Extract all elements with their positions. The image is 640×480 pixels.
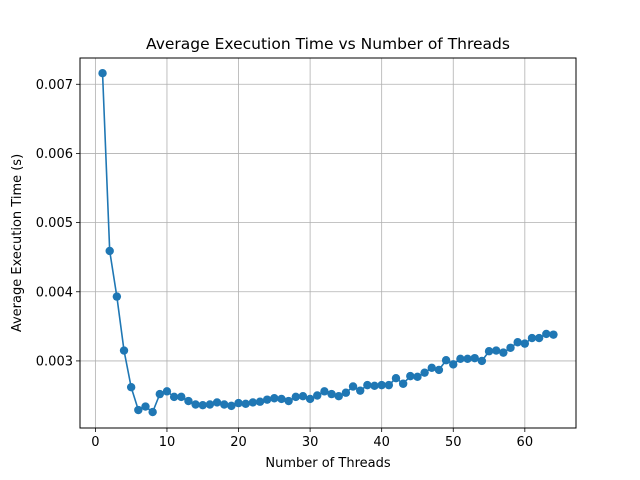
data-point [477, 356, 487, 366]
data-point [205, 400, 215, 409]
y-axis-label: Average Execution Time (s) [10, 154, 25, 332]
data-point [134, 405, 143, 415]
data-point [348, 382, 358, 391]
plot-area [80, 58, 576, 428]
data-point [520, 339, 530, 348]
data-point [391, 374, 401, 383]
data-point [184, 396, 193, 406]
x-axis-label: Number of Threads [265, 456, 390, 471]
data-point [420, 368, 429, 377]
data-point [212, 398, 222, 407]
data-point [126, 383, 136, 392]
data-point [406, 371, 415, 381]
data-point [463, 354, 472, 364]
data-point [141, 402, 150, 411]
data-point [98, 69, 107, 78]
data-point [449, 360, 458, 369]
data-point [470, 353, 479, 363]
data-point [492, 346, 501, 355]
data-series [98, 69, 558, 417]
data-point [413, 372, 422, 382]
data-point [305, 394, 315, 404]
data-point [377, 380, 386, 390]
data-point [534, 333, 544, 343]
data-point [177, 392, 186, 402]
x-tick-label: 10 [159, 435, 176, 450]
data-point [427, 363, 436, 373]
data-point [434, 365, 444, 375]
x-tick-label: 0 [91, 435, 99, 450]
data-point [241, 399, 250, 408]
data-point [542, 329, 551, 339]
y-tick-label: 0.005 [36, 216, 73, 231]
data-point [484, 347, 494, 356]
data-point [112, 292, 122, 301]
data-point [198, 400, 207, 410]
data-point [327, 389, 336, 399]
data-point [248, 398, 258, 407]
data-point [227, 401, 236, 411]
data-point [119, 346, 129, 355]
data-point [356, 386, 365, 395]
data-point [506, 343, 515, 352]
data-point [105, 246, 114, 256]
data-point [370, 381, 379, 391]
data-point [549, 330, 558, 339]
data-point [334, 391, 343, 401]
data-point [262, 395, 272, 404]
x-tick-label: 30 [302, 435, 319, 450]
data-point [341, 388, 351, 397]
chart-title: Average Execution Time vs Number of Thre… [146, 35, 510, 53]
y-tick-label: 0.004 [36, 285, 73, 300]
data-point [234, 398, 243, 408]
data-point [398, 379, 408, 388]
data-point [270, 394, 279, 403]
plot-frame [79, 57, 577, 429]
data-point [291, 392, 300, 402]
data-point [277, 394, 286, 404]
y-tick-label: 0.003 [36, 354, 73, 369]
x-tick-label: 50 [445, 435, 462, 450]
data-point [527, 333, 537, 343]
data-point [384, 380, 394, 390]
data-point [298, 391, 308, 401]
data-point [169, 392, 179, 402]
data-point [155, 389, 164, 399]
data-point [363, 380, 372, 390]
data-point [255, 397, 265, 406]
data-point [313, 391, 322, 400]
data-point [456, 354, 465, 364]
x-tick-label: 60 [517, 435, 534, 450]
y-tick-label: 0.007 [36, 78, 73, 93]
data-point [499, 348, 508, 357]
axes: 0 10 20 30 40 50 60 0.003 0.004 0.005 0.006 0.007 [36, 78, 533, 450]
x-tick-label: 20 [230, 435, 247, 450]
data-point [513, 338, 522, 347]
y-tick-label: 0.006 [36, 147, 73, 162]
data-point [320, 387, 329, 396]
data-point [441, 356, 451, 365]
data-point [220, 400, 229, 409]
data-point [162, 387, 172, 396]
data-point [148, 407, 157, 417]
data-point [191, 400, 200, 409]
data-point [284, 396, 293, 406]
x-tick-label: 40 [373, 435, 390, 450]
grid-lines [80, 58, 576, 428]
